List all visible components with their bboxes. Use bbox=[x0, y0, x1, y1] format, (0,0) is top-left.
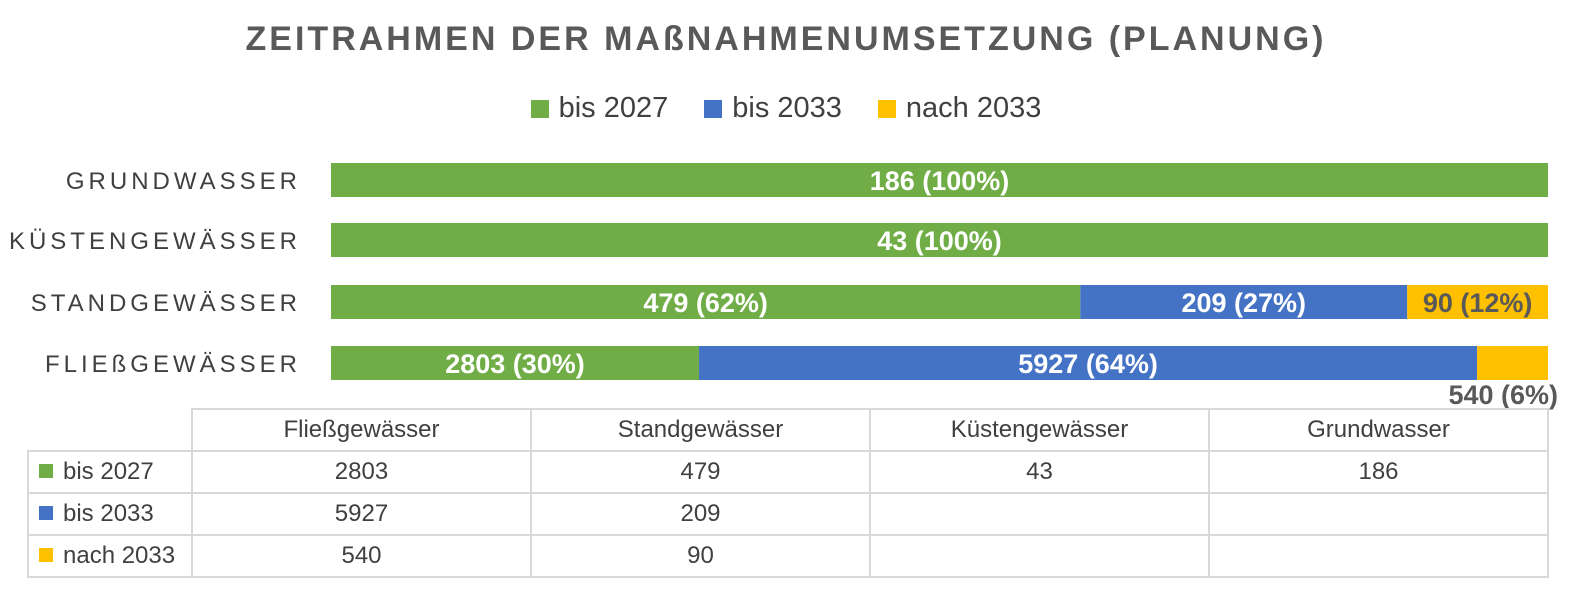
bar-value-label: 5927 (64%) bbox=[1018, 349, 1158, 379]
bar-segment bbox=[331, 285, 1081, 319]
table-row-header: nach 2033 bbox=[27, 534, 193, 578]
table-col-header: Küstengewässer bbox=[869, 408, 1210, 452]
table-row-label: bis 2027 bbox=[63, 458, 154, 485]
category-label: KÜSTENGEWÄSSER bbox=[9, 228, 301, 255]
bar-value-label: 90 (12%) bbox=[1423, 288, 1533, 318]
bar-value-label: 540 (6%) bbox=[1448, 380, 1558, 410]
bar-value-label: 479 (62%) bbox=[643, 288, 768, 318]
legend-item-nach-2033: nach 2033 bbox=[877, 92, 1042, 125]
table-cell bbox=[1208, 492, 1549, 536]
table-row: bis 2033 5927 209 bbox=[27, 492, 1549, 536]
category-label: STANDGEWÄSSER bbox=[31, 290, 301, 317]
bar-value-label: 209 (27%) bbox=[1181, 288, 1306, 318]
table-swatch-bis-2027 bbox=[39, 463, 53, 478]
chart-title: ZEITRAHMEN DER MAßNAHMENUMSETZUNG (PLANU… bbox=[245, 20, 1327, 58]
stacked-bar-chart: FLIEßGEWÄSSER 2803 (30%) 5927 (64%) 540 (6%… bbox=[9, 163, 1558, 410]
legend-item-bis-2027: bis 2027 bbox=[530, 92, 669, 125]
bar-segment bbox=[698, 346, 1478, 380]
category-label: FLIEßGEWÄSSER bbox=[45, 351, 301, 378]
category-label: GRUNDWASSER bbox=[66, 168, 301, 195]
bar-segment bbox=[331, 346, 699, 380]
bar-segment bbox=[1080, 285, 1408, 319]
table-cell: 186 bbox=[1208, 450, 1549, 494]
bar-segment bbox=[331, 223, 1548, 257]
bar-value-label: 2803 (30%) bbox=[445, 349, 585, 379]
table-cell: 540 bbox=[191, 534, 532, 578]
table-corner bbox=[28, 409, 193, 452]
table-cell: 479 bbox=[530, 450, 871, 494]
data-table: Fließgewässer Standgewässer Küstengewäss… bbox=[27, 408, 1549, 578]
legend-label-bis-2027: bis 2027 bbox=[558, 92, 669, 124]
legend-item-bis-2033: bis 2033 bbox=[704, 92, 842, 125]
table-header-row: Fließgewässer Standgewässer Küstengewäss… bbox=[28, 408, 1549, 452]
table-swatch-bis-2033 bbox=[39, 505, 53, 520]
table-row-label: nach 2033 bbox=[63, 542, 176, 569]
table-col-header: Grundwasser bbox=[1208, 408, 1549, 452]
table-cell: 90 bbox=[530, 534, 871, 578]
legend: bis 2027 bis 2033 nach 2033 bbox=[0, 92, 1572, 125]
bar-segment bbox=[1477, 346, 1548, 380]
table-row-header: bis 2033 bbox=[27, 492, 193, 536]
table-row: bis 2027 2803 479 43 186 bbox=[27, 450, 1549, 494]
bar-value-label: 186 (100%) bbox=[870, 166, 1010, 196]
table-cell: 209 bbox=[530, 492, 871, 536]
bar-segment bbox=[331, 163, 1548, 197]
table-swatch-nach-2033 bbox=[39, 547, 53, 562]
table-cell: 5927 bbox=[191, 492, 532, 536]
table-cell: 43 bbox=[869, 450, 1210, 494]
bar-value-label: 43 (100%) bbox=[877, 226, 1002, 256]
table-row-label: bis 2033 bbox=[63, 500, 154, 527]
legend-swatch-bis-2033 bbox=[704, 99, 723, 118]
bar-segment bbox=[1407, 285, 1548, 319]
table-cell: 2803 bbox=[191, 450, 532, 494]
table-cell bbox=[1208, 534, 1549, 578]
table-row: nach 2033 540 90 bbox=[27, 534, 1549, 578]
legend-swatch-bis-2027 bbox=[530, 99, 549, 118]
table-row-header: bis 2027 bbox=[27, 450, 193, 494]
legend-label-bis-2033: bis 2033 bbox=[732, 92, 842, 124]
table-col-header: Standgewässer bbox=[530, 408, 871, 452]
table-cell bbox=[869, 492, 1210, 536]
legend-swatch-nach-2033 bbox=[877, 99, 896, 118]
table-col-header: Fließgewässer bbox=[191, 408, 532, 452]
legend-label-nach-2033: nach 2033 bbox=[905, 92, 1042, 124]
table-cell bbox=[869, 534, 1210, 578]
